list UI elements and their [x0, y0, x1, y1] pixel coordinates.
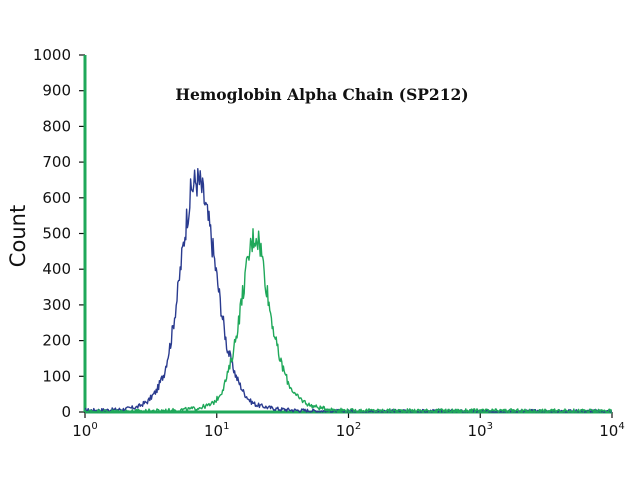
x-tick-label: 104: [599, 421, 624, 440]
x-tick-label: 101: [204, 421, 229, 440]
x-tick-label: 103: [468, 421, 493, 440]
y-tick-label: 900: [42, 82, 71, 100]
y-tick-label: 700: [42, 153, 71, 171]
y-tick-label: 800: [42, 117, 71, 135]
y-axis: 0 100 200 300 400 500 600 700 800 900 1000: [33, 46, 87, 421]
y-tick-label: 200: [42, 332, 71, 350]
y-tick-label: 400: [42, 260, 71, 278]
y-tick-label: 600: [42, 189, 71, 207]
series-lines: [84, 167, 613, 413]
x-tick-label: 100: [72, 421, 97, 440]
y-tick-label: 500: [42, 225, 71, 243]
y-tick-label: 0: [61, 403, 71, 421]
y-tick-label: 1000: [33, 46, 71, 64]
histogram-series-1: [84, 167, 613, 413]
chart-title: Hemoglobin Alpha Chain (SP212): [175, 85, 468, 104]
y-tick-label: 300: [42, 296, 71, 314]
x-axis: 100 101 102 103 104: [72, 410, 625, 440]
x-tick-label: 102: [336, 421, 361, 440]
histogram-series-2: [84, 228, 613, 413]
y-axis-label: Count: [6, 205, 30, 267]
y-tick-label: 100: [42, 367, 71, 385]
